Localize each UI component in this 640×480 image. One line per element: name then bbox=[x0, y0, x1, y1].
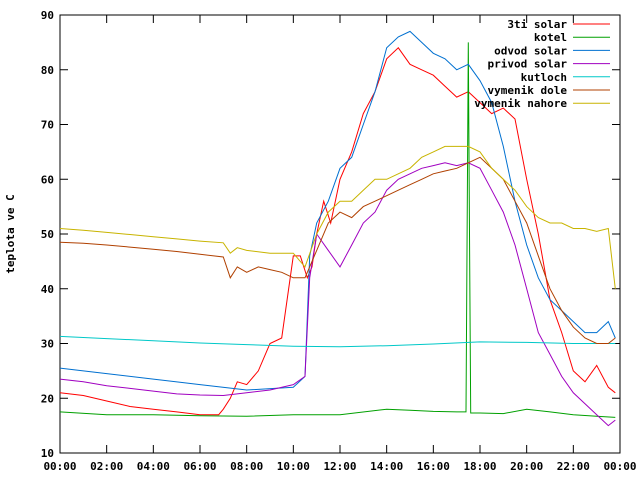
x-tick-label: 14:00 bbox=[370, 460, 403, 473]
y-tick-label: 50 bbox=[41, 228, 54, 241]
legend-label: kotel bbox=[534, 31, 567, 44]
y-axis: 10 20 30 40 50 60 70 80 90 bbox=[41, 9, 620, 460]
series-line-vymenik-nahore bbox=[59, 145, 616, 289]
y-tick-label: 40 bbox=[41, 283, 54, 296]
legend-label: vymenik dole bbox=[488, 84, 568, 97]
y-tick-label: 10 bbox=[41, 447, 54, 460]
legend-label: kutloch bbox=[521, 71, 567, 84]
legend-label: 3ti solar bbox=[507, 18, 567, 31]
y-tick-label: 80 bbox=[41, 64, 54, 77]
series-line-privod-solar bbox=[59, 162, 616, 427]
y-tick-label: 60 bbox=[41, 173, 54, 186]
x-tick-label: 20:00 bbox=[510, 460, 543, 473]
x-tick-label: 16:00 bbox=[417, 460, 450, 473]
y-axis-label: teplota ve C bbox=[4, 194, 17, 273]
x-tick-label: 00:00 bbox=[43, 460, 76, 473]
legend-label: vymenik nahore bbox=[474, 97, 567, 110]
y-tick-label: 20 bbox=[41, 392, 54, 405]
series-lines bbox=[59, 30, 616, 427]
series-line-odvod-solar bbox=[59, 30, 616, 391]
series-line-3ti-solar bbox=[59, 47, 616, 416]
series-line-kutloch bbox=[59, 335, 616, 348]
series-line-kotel bbox=[59, 42, 616, 418]
x-tick-label: 12:00 bbox=[323, 460, 356, 473]
x-tick-label: 18:00 bbox=[463, 460, 496, 473]
x-tick-label: 22:00 bbox=[557, 460, 590, 473]
legend-label: odvod solar bbox=[494, 44, 567, 57]
x-tick-label: 06:00 bbox=[183, 460, 216, 473]
series-line-vymenik-dole bbox=[59, 156, 616, 344]
y-tick-label: 30 bbox=[41, 338, 54, 351]
x-tick-label: 02:00 bbox=[90, 460, 123, 473]
x-tick-label: 08:00 bbox=[230, 460, 263, 473]
y-tick-label: 90 bbox=[41, 9, 54, 22]
x-tick-label: 10:00 bbox=[277, 460, 310, 473]
x-axis: 00:00 02:00 04:00 06:00 08:00 10:00 12:00 14:00… bbox=[43, 15, 637, 473]
x-tick-label: 00:00 bbox=[603, 460, 636, 473]
y-tick-label: 70 bbox=[41, 119, 54, 132]
legend-label: privod solar bbox=[488, 58, 568, 71]
x-tick-label: 04:00 bbox=[137, 460, 170, 473]
